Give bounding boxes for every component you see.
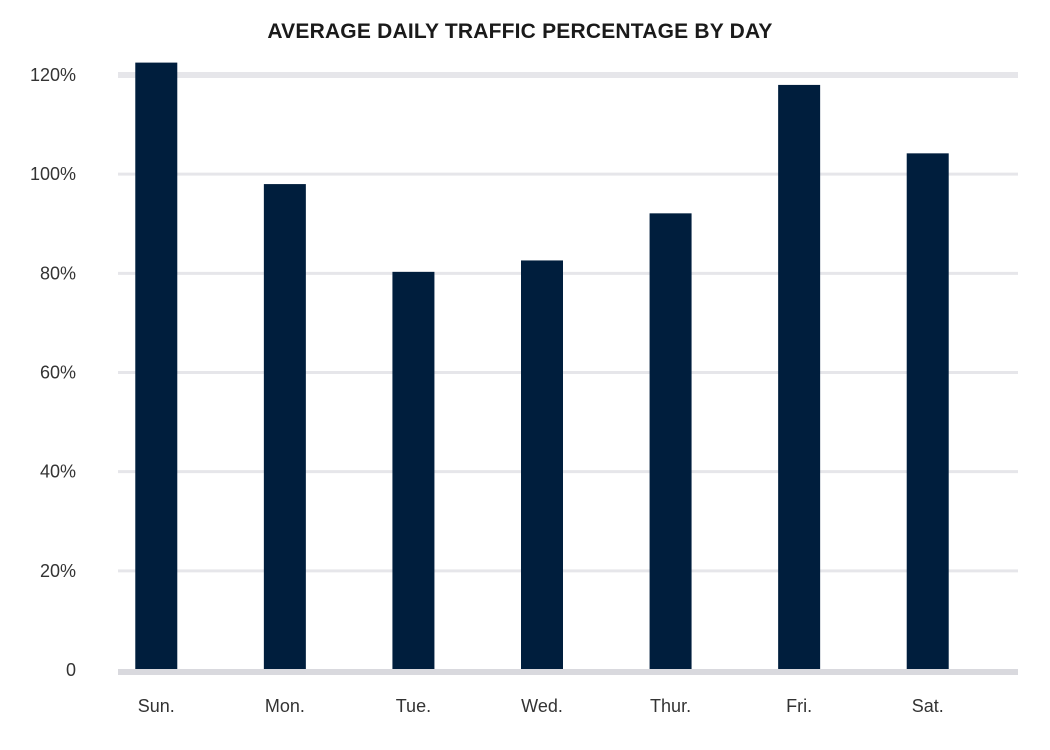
y-tick-label: 0 bbox=[66, 660, 76, 680]
bar-sun bbox=[135, 62, 178, 670]
bar-mon bbox=[263, 184, 306, 671]
x-axis-tick-labels: Sun. Mon. Tue. Wed. Thur. Fri. Sat. bbox=[138, 696, 944, 716]
gridlines bbox=[118, 72, 1018, 573]
bar-fri bbox=[778, 84, 821, 670]
x-tick-label: Fri. bbox=[786, 696, 812, 716]
y-tick-label: 60% bbox=[40, 363, 76, 383]
bar-wed bbox=[521, 260, 563, 670]
x-tick-label: Sat. bbox=[912, 696, 944, 716]
x-tick-label: Wed. bbox=[521, 696, 563, 716]
y-tick-label: 120% bbox=[30, 65, 76, 85]
y-axis-tick-labels: 0 20% 40% 60% 80% 100% 120% bbox=[30, 65, 76, 680]
bar-sat bbox=[906, 153, 949, 670]
chart-title: AVERAGE DAILY TRAFFIC PERCENTAGE BY DAY bbox=[267, 20, 773, 43]
x-tick-label: Tue. bbox=[396, 696, 431, 716]
y-tick-label: 40% bbox=[40, 462, 76, 482]
x-tick-label: Mon. bbox=[265, 696, 305, 716]
y-tick-label: 80% bbox=[40, 263, 76, 283]
y-tick-label: 20% bbox=[40, 561, 76, 581]
bar-tue bbox=[392, 271, 435, 670]
x-tick-label: Thur. bbox=[650, 696, 691, 716]
bars bbox=[135, 62, 949, 671]
x-tick-label: Sun. bbox=[138, 696, 175, 716]
bar-thur bbox=[649, 213, 692, 670]
y-tick-label: 100% bbox=[30, 164, 76, 184]
